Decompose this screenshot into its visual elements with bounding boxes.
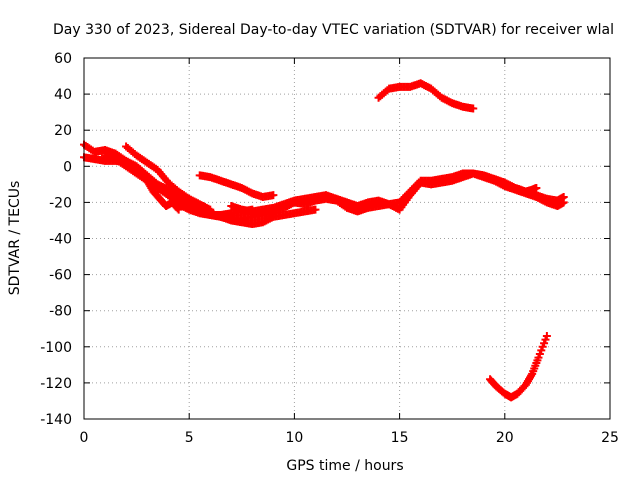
gridlines xyxy=(84,58,610,419)
x-tick-label: 15 xyxy=(391,430,409,446)
plot-frame xyxy=(83,57,611,420)
series-track-6 xyxy=(195,171,278,201)
y-tick-label: -100 xyxy=(40,340,72,356)
y-tick-label: 20 xyxy=(54,123,72,139)
data-point xyxy=(532,183,541,192)
y-tick-label: -40 xyxy=(49,232,72,248)
data-point xyxy=(206,205,215,214)
x-tick-label: 0 xyxy=(80,430,89,446)
y-tick-label: -60 xyxy=(49,268,72,284)
data-point xyxy=(311,205,320,214)
y-tick-label: -80 xyxy=(49,304,72,320)
tick-labels: 0 5 10 15 20 25 60 40 20 0 -20 -40 -60 -80 -100 -120 -14… xyxy=(40,51,619,446)
y-tick-label: -120 xyxy=(40,376,72,392)
data-point xyxy=(469,104,478,113)
x-tick-label: 20 xyxy=(496,430,514,446)
x-tick-label: 10 xyxy=(285,430,303,446)
x-tick-label: 25 xyxy=(601,430,619,446)
data-point xyxy=(542,331,551,340)
series-track-5 xyxy=(143,176,183,214)
y-tick-label: 0 xyxy=(63,159,72,175)
x-axis-label: GPS time / hours xyxy=(286,458,403,474)
y-tick-label: -20 xyxy=(49,195,72,211)
data-point xyxy=(269,191,278,200)
series-track-9 xyxy=(500,180,541,196)
tick-marks xyxy=(83,57,611,420)
y-tick-label: 60 xyxy=(54,51,72,67)
series-track-4 xyxy=(122,142,215,214)
data-point xyxy=(174,205,183,214)
series-track-11 xyxy=(486,331,551,402)
data-point xyxy=(173,204,182,213)
data-points xyxy=(80,79,568,402)
y-axis-label: SDTVAR / TECUs xyxy=(7,181,23,296)
y-tick-label: 40 xyxy=(54,87,72,103)
series-track-10 xyxy=(374,79,478,113)
chart-title: Day 330 of 2023, Sidereal Day-to-day VTE… xyxy=(53,22,614,38)
data-point xyxy=(559,192,568,201)
x-tick-label: 5 xyxy=(185,430,194,446)
y-tick-label: -140 xyxy=(40,412,72,428)
